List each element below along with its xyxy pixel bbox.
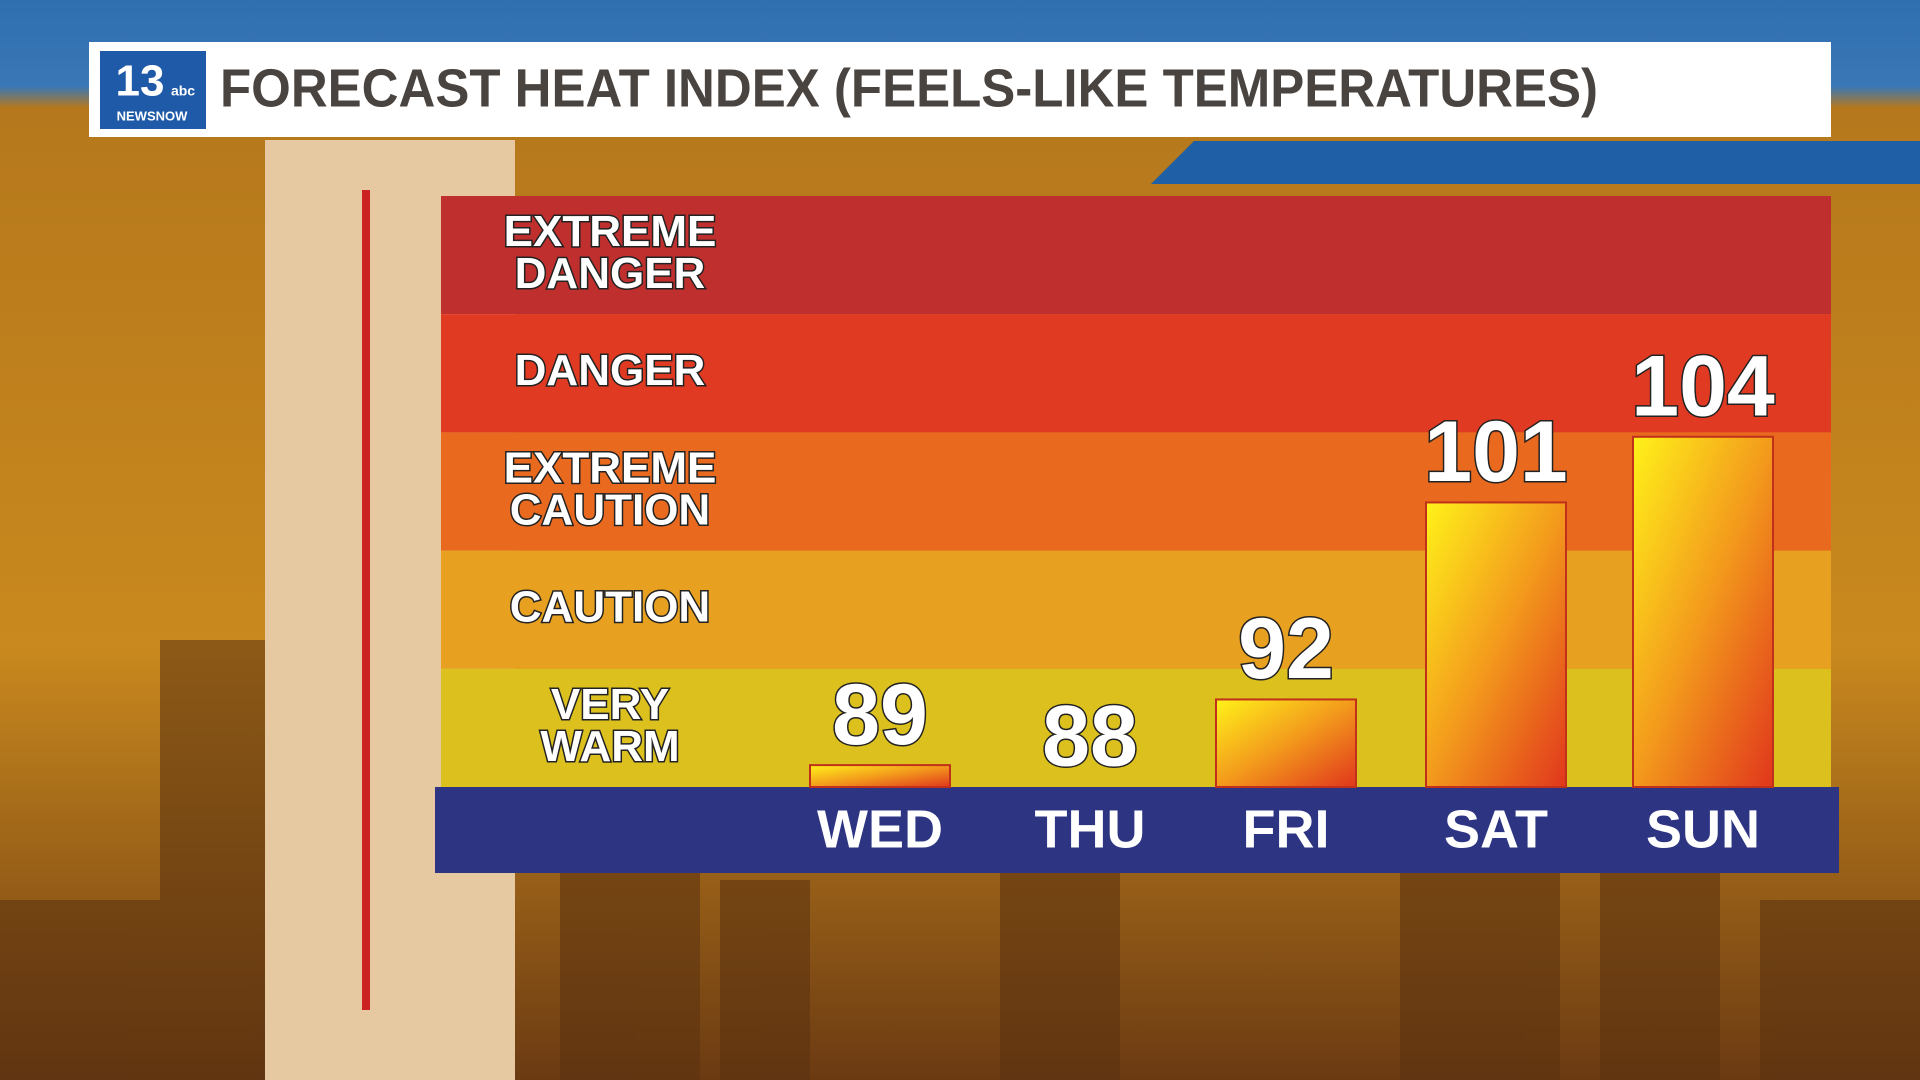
band-label: DANGER <box>515 346 706 395</box>
value-label: 92 <box>1238 601 1334 697</box>
thermometer-tube <box>362 190 370 1010</box>
chart-title: FORECAST HEAT INDEX (FEELS-LIKE TEMPERAT… <box>220 58 1598 118</box>
logo-box <box>100 51 206 129</box>
band <box>441 668 1831 787</box>
logo-network: abc <box>171 83 195 99</box>
value-label: 88 <box>1042 689 1138 785</box>
band-label: CAUTION <box>510 582 710 631</box>
band-label: VERY WARM <box>540 680 679 771</box>
x-tick-label: FRI <box>1243 799 1330 859</box>
accent-bar <box>1151 141 1920 184</box>
band-label: EXTREME DANGER <box>504 207 717 298</box>
band <box>441 550 1831 669</box>
skyline <box>0 640 1920 1080</box>
band <box>441 314 1831 433</box>
value-label: 101 <box>1424 404 1568 500</box>
x-tick-label: WED <box>817 799 943 859</box>
value-label: 104 <box>1631 338 1775 434</box>
value-label: 89 <box>832 667 928 763</box>
bar <box>1632 435 1774 788</box>
band-label: EXTREME CAUTION <box>504 443 717 534</box>
band <box>441 432 1831 551</box>
bar <box>809 764 951 788</box>
bar <box>1215 698 1357 789</box>
bar <box>1425 501 1567 788</box>
x-tick-label: THU <box>1035 799 1146 859</box>
band <box>441 196 1831 315</box>
day-bar <box>435 787 1839 873</box>
title-bar <box>89 42 1831 137</box>
x-tick-label: SAT <box>1444 799 1548 859</box>
x-tick-label: SUN <box>1646 799 1760 859</box>
logo-brand: NEWSNOW <box>117 108 189 123</box>
logo-number: 13 <box>116 57 165 106</box>
